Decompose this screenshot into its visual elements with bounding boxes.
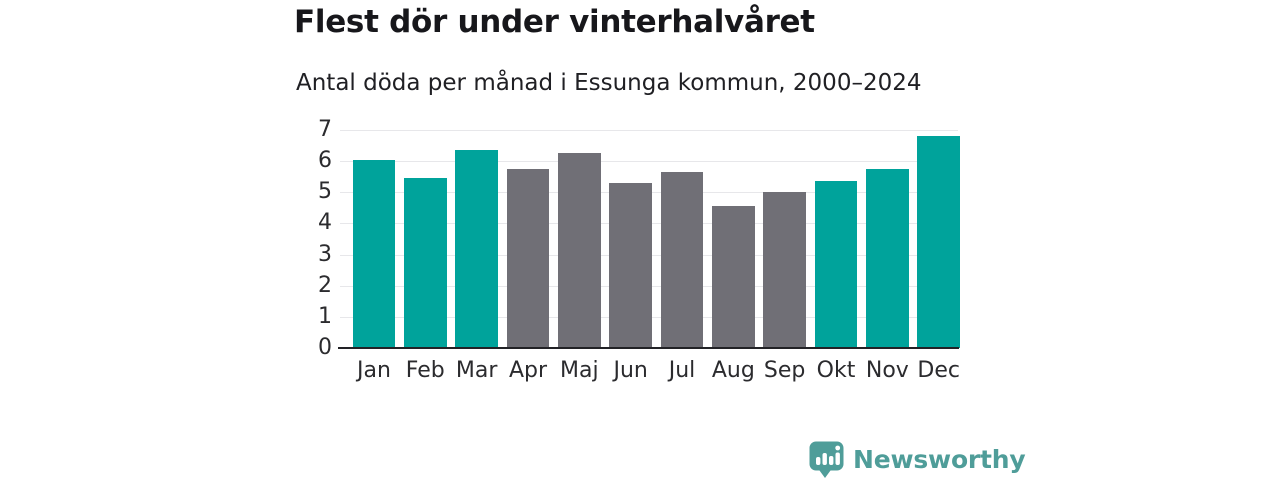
bar-aug [712,206,755,348]
bar-mar [455,150,498,348]
bar-okt [814,181,858,348]
newsworthy-bubble-chart-icon [809,441,844,478]
bar-nov [866,168,909,348]
x-tick-label-nov: Nov [865,358,909,383]
x-tick-label-sep: Sep [763,358,806,383]
x-tick-label-okt: Okt [816,358,856,383]
bar-maj [558,153,601,348]
newsworthy-logo-text: Newsworthy [853,445,1026,474]
bar-sep [763,192,806,348]
bar-chart-plot-area [340,130,960,348]
x-axis-line [338,347,959,349]
y-tick-label-5: 5 [318,179,332,205]
y-tick-label-0: 0 [318,335,332,360]
x-tick-label-maj: Maj [560,358,599,383]
gridline-y7 [340,130,958,131]
x-tick-label-apr: Apr [508,358,547,383]
y-tick-label-7: 7 [318,117,332,142]
bar-feb [404,178,447,348]
bar-jun [609,182,652,348]
newsworthy-logo[interactable]: Newsworthy [808,440,1026,479]
x-tick-label-mar: Mar [455,358,498,383]
y-tick-label-3: 3 [318,241,332,267]
x-tick-label-feb: Feb [405,358,445,383]
gridline-y6 [340,161,958,163]
y-tick-label-6: 6 [318,148,332,174]
x-tick-label-aug: Aug [711,358,755,383]
chart-title: Flest dör under vinterhalvåret [294,4,815,40]
x-tick-label-dec: Dec [917,358,960,383]
bar-dec [917,136,960,348]
bar-jan [352,159,396,348]
x-tick-label-jan: Jan [356,358,391,383]
chart-subtitle: Antal döda per månad i Essunga kommun, 2… [296,70,922,96]
bar-jul [660,172,704,348]
bar-apr [506,168,550,348]
y-tick-label-1: 1 [318,303,332,329]
y-tick-label-4: 4 [318,210,332,236]
x-tick-label-jun: Jun [613,358,648,383]
y-tick-label-2: 2 [318,272,332,298]
x-tick-label-jul: Jul [668,358,696,383]
